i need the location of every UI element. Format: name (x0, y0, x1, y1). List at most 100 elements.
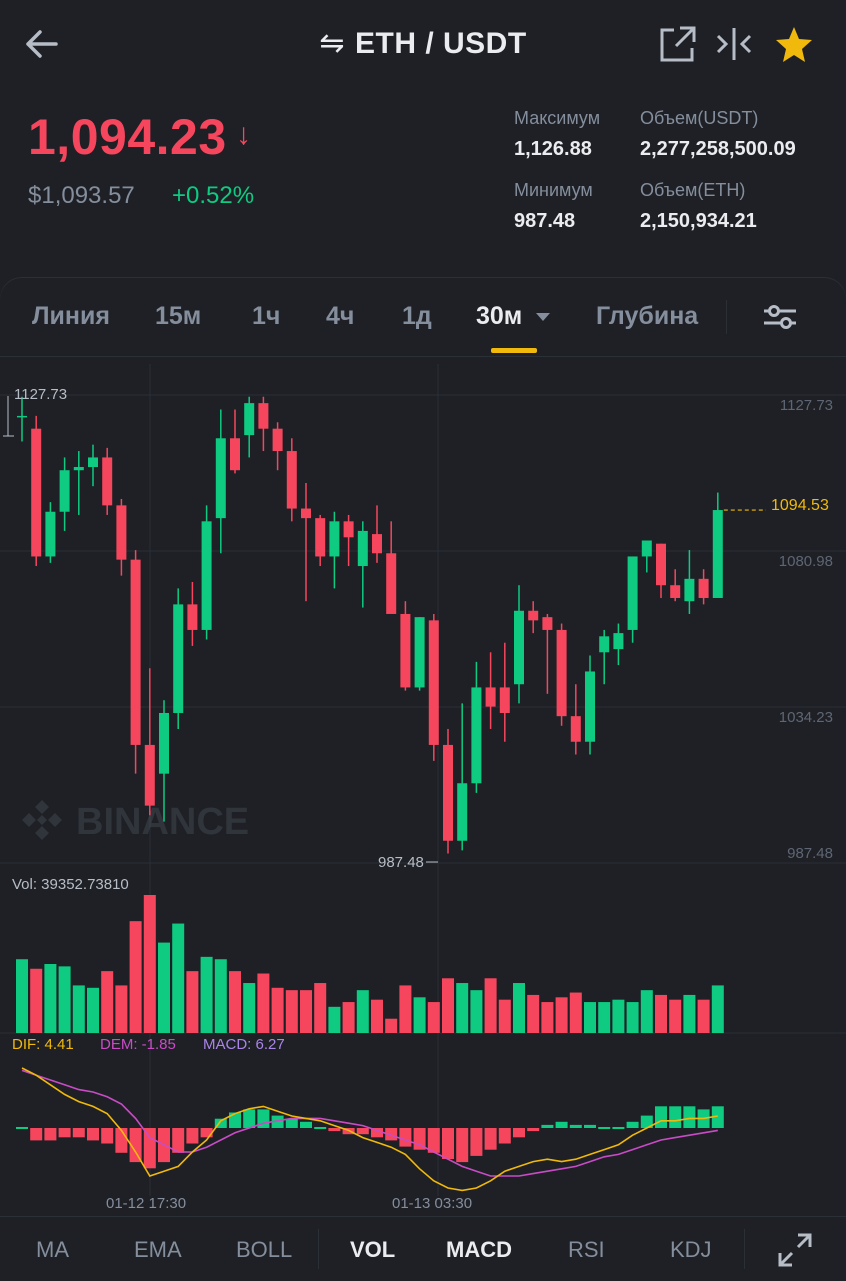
binance-watermark: BINANCE (22, 800, 249, 843)
volume-bar (683, 994, 696, 1033)
candle-body (17, 415, 27, 418)
top-bar: ⇋ ETH / USDT (0, 0, 846, 92)
volume-bar (229, 971, 241, 1033)
candle-body (443, 744, 453, 841)
tab-15m[interactable]: 15м (155, 302, 202, 330)
volume-bar (711, 985, 724, 1033)
macd-bar (555, 1121, 568, 1128)
candle-body (698, 578, 709, 598)
candle-body (514, 610, 524, 685)
volume-bar (669, 999, 682, 1033)
macd-bar (669, 1106, 682, 1128)
candle-body (116, 505, 127, 560)
tab-4h[interactable]: 4ч (326, 302, 355, 330)
share-icon[interactable] (658, 24, 698, 64)
candle-body (173, 604, 184, 713)
volume-bar (129, 921, 142, 1033)
tab-depth[interactable]: Глубина (596, 302, 699, 330)
candle-body (627, 556, 638, 630)
candle-body (357, 530, 368, 567)
chart-settings-icon[interactable] (760, 300, 800, 334)
indicator-ma[interactable]: MA (36, 1237, 69, 1262)
candle-body (45, 511, 56, 557)
candle-body (230, 438, 240, 471)
pair-title: ETH / USDT (354, 27, 527, 60)
volume-bar (285, 990, 298, 1033)
price-axis: 1127.73 1080.98 1034.23 987.48 (779, 397, 833, 862)
tab-30m-label: 30м (476, 302, 523, 330)
candle-body (88, 457, 98, 468)
favorite-star-icon[interactable] (774, 24, 814, 64)
compare-icon[interactable] (714, 24, 754, 64)
tab-line[interactable]: Линия (32, 302, 110, 330)
candle-body (102, 457, 113, 506)
volume-bar (413, 997, 426, 1033)
indicator-divider (318, 1229, 319, 1269)
candle-body (315, 518, 326, 557)
candle-body (485, 687, 496, 707)
macd-bar (598, 1127, 611, 1129)
macd-bar (271, 1115, 284, 1128)
pair-selector[interactable]: ⇋ ETH / USDT (0, 26, 846, 61)
vol-eth-value: 2,150,934.21 (640, 210, 757, 232)
indicator-kdj[interactable]: KDJ (670, 1237, 712, 1262)
volume-bar (143, 895, 156, 1033)
candle-body (258, 403, 269, 429)
back-arrow-icon[interactable] (20, 22, 64, 66)
vol-usdt-value: 2,277,258,500.09 (640, 138, 796, 160)
volume-bar (640, 990, 653, 1033)
price-axis-tick: 1034.23 (779, 709, 833, 726)
candle-body (301, 508, 311, 519)
interval-tabs: Линия 15м 1ч 4ч 1д 30м Глубина (0, 278, 846, 357)
price-axis-tick: 987.48 (787, 845, 833, 862)
volume-bar (584, 1002, 596, 1033)
candle-body (471, 687, 482, 784)
candlestick-chart[interactable]: BINANCE 1127.73 1080.98 1034.23 987.48 1127… (0, 356, 846, 1216)
volume-bar (58, 966, 71, 1033)
candle-body (215, 438, 226, 519)
tab-30m[interactable]: 30м (476, 302, 551, 331)
volume-bar (371, 999, 383, 1033)
price-down-arrow-icon: ↓ (236, 118, 251, 151)
indicator-rsi[interactable]: RSI (568, 1237, 605, 1262)
dif-line (21, 1067, 718, 1192)
volume-bar (214, 959, 227, 1033)
indicator-ema[interactable]: EMA (134, 1237, 182, 1262)
candle-body (712, 510, 723, 598)
indicator-vol[interactable]: VOL (350, 1237, 396, 1262)
indicator-macd[interactable]: MACD (446, 1237, 512, 1262)
volume-bar (115, 985, 128, 1033)
macd-bar (498, 1128, 511, 1144)
candle-body (670, 585, 681, 598)
macd-bar (541, 1124, 554, 1128)
candle-body (130, 559, 141, 745)
volume-bar (356, 990, 369, 1033)
macd-bar (129, 1128, 142, 1163)
macd-bar (172, 1128, 185, 1153)
high-marker-label: 1127.73 (14, 386, 67, 403)
volume-bar (172, 923, 185, 1033)
macd-bar (456, 1128, 469, 1163)
volume-bar (257, 973, 270, 1033)
tab-1d[interactable]: 1д (402, 302, 432, 330)
volume-bar (101, 971, 114, 1033)
active-tab-indicator (491, 348, 537, 353)
indicator-boll[interactable]: BOLL (236, 1237, 293, 1262)
volume-bar (342, 1002, 355, 1033)
candle-body (499, 687, 510, 713)
candle-body (244, 403, 255, 436)
macd-bar (655, 1106, 667, 1128)
volume-bar (271, 987, 284, 1033)
macd-bar (300, 1121, 312, 1128)
candle-body (585, 671, 595, 742)
macd-bar (371, 1128, 383, 1138)
fullscreen-icon[interactable] (776, 1231, 814, 1269)
macd-bar (626, 1121, 639, 1128)
candle-body (613, 633, 624, 650)
binance-logo-icon (22, 800, 62, 840)
volume-bar (655, 994, 667, 1033)
low-value: 987.48 (514, 210, 576, 232)
macd-bar (101, 1128, 114, 1144)
price-axis-tick: 1080.98 (779, 553, 833, 570)
tab-1h[interactable]: 1ч (252, 302, 281, 330)
